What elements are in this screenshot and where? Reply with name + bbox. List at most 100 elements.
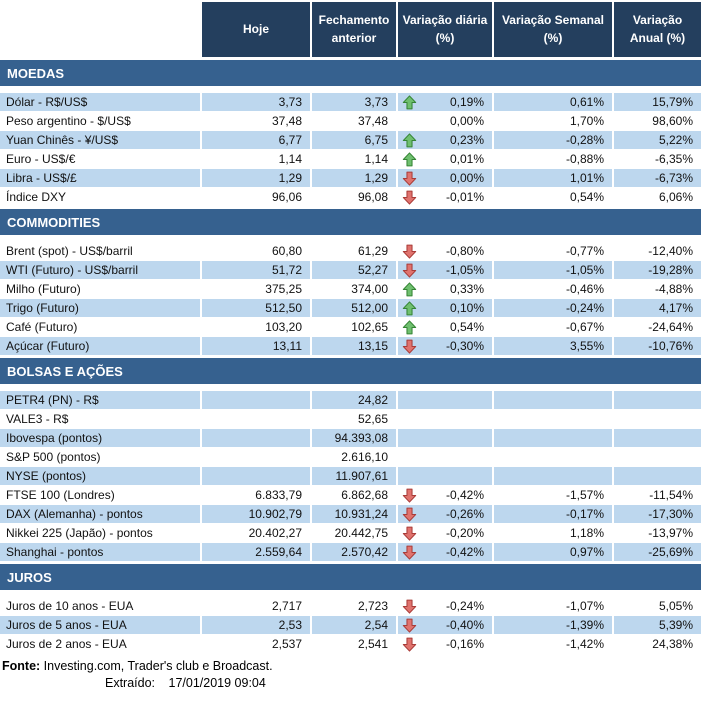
cell-variacao-diaria: -0,16% <box>398 635 492 653</box>
source-text: Investing.com, Trader's club e Broadcast… <box>43 659 273 673</box>
cell-hoje: 512,50 <box>202 299 310 317</box>
cell-fechamento-anterior: 52,65 <box>312 410 396 428</box>
cell-hoje <box>202 467 310 485</box>
source-line: Fonte: Investing.com, Trader's club e Br… <box>0 659 701 673</box>
daily-variation-value: -0,30% <box>445 339 484 353</box>
table-row-ibovespa-pontos: Ibovespa (pontos) 94.393,08 <box>0 429 701 447</box>
cell-variacao-anual: -10,76% <box>614 337 701 355</box>
cell-variacao-anual: 98,60% <box>614 112 701 130</box>
cell-hoje <box>202 391 310 409</box>
cell-asset-label: VALE3 - R$ <box>0 410 200 428</box>
extracted-line: Extraído: 17/01/2019 09:04 <box>0 676 701 690</box>
source-label: Fonte: <box>2 659 41 673</box>
cell-asset-label: S&P 500 (pontos) <box>0 448 200 466</box>
column-header-line: anterior <box>331 30 377 45</box>
column-header-line: Fechamento <box>318 13 390 28</box>
cell-variacao-semanal: -1,05% <box>494 261 612 279</box>
cell-hoje: 3,73 <box>202 93 310 111</box>
daily-variation-value: 0,23% <box>449 133 484 147</box>
cell-variacao-semanal: -0,67% <box>494 318 612 336</box>
cell-fechamento-anterior: 1,14 <box>312 150 396 168</box>
table-row-trigo-futuro: Trigo (Futuro) 512,50 512,00 0,10% -0,24% 4,1… <box>0 299 701 317</box>
cell-variacao-diaria: 0,23% <box>398 131 492 149</box>
cell-hoje: 20.402,27 <box>202 524 310 542</box>
cell-asset-label: Juros de 2 anos - EUA <box>0 635 200 653</box>
down-arrow-icon <box>401 544 417 560</box>
cell-hoje: 103,20 <box>202 318 310 336</box>
cell-variacao-semanal <box>494 410 612 428</box>
column-header-line: (%) <box>543 30 563 45</box>
header-corner-spacer <box>0 2 200 57</box>
cell-fechamento-anterior: 24,82 <box>312 391 396 409</box>
daily-variation-value: -0,26% <box>445 507 484 521</box>
cell-variacao-semanal: 3,55% <box>494 337 612 355</box>
down-arrow-icon <box>401 243 417 259</box>
table-row-juros-de-10-anos-eua: Juros de 10 anos - EUA 2,717 2,723 -0,24% -1… <box>0 597 701 615</box>
table-row-wti-futuro-us-barril: WTI (Futuro) - US$/barril 51,72 52,27 -1,05… <box>0 261 701 279</box>
up-arrow-icon <box>401 300 417 316</box>
cell-variacao-anual: 4,17% <box>614 299 701 317</box>
cell-asset-label: Juros de 5 anos - EUA <box>0 616 200 634</box>
cell-fechamento-anterior: 2,541 <box>312 635 396 653</box>
cell-hoje: 6,77 <box>202 131 310 149</box>
cell-variacao-diaria <box>398 410 492 428</box>
cell-variacao-diaria <box>398 391 492 409</box>
cell-fechamento-anterior: 6,75 <box>312 131 396 149</box>
section-header-juros: JUROS <box>0 564 701 590</box>
up-arrow-icon <box>401 319 417 335</box>
cell-variacao-diaria: -0,40% <box>398 616 492 634</box>
cell-variacao-semanal <box>494 448 612 466</box>
daily-variation-value: -0,16% <box>445 637 484 651</box>
cell-asset-label: Nikkei 225 (Japão) - pontos <box>0 524 200 542</box>
no-arrow-spacer <box>401 430 417 446</box>
column-header-variacao-semanal: Variação Semanal (%) <box>494 2 612 57</box>
cell-asset-label: Shanghai - pontos <box>0 543 200 561</box>
cell-fechamento-anterior: 1,29 <box>312 169 396 187</box>
cell-hoje: 10.902,79 <box>202 505 310 523</box>
cell-variacao-anual: -12,40% <box>614 242 701 260</box>
table-row-cafe-futuro: Café (Futuro) 103,20 102,65 0,54% -0,67% -24,… <box>0 318 701 336</box>
cell-variacao-diaria <box>398 448 492 466</box>
cell-variacao-semanal: 0,54% <box>494 188 612 206</box>
cell-fechamento-anterior: 2,54 <box>312 616 396 634</box>
cell-variacao-semanal: 1,01% <box>494 169 612 187</box>
down-arrow-icon <box>401 636 417 652</box>
cell-variacao-anual <box>614 410 701 428</box>
cell-fechamento-anterior: 2.616,10 <box>312 448 396 466</box>
cell-variacao-diaria: 0,54% <box>398 318 492 336</box>
cell-variacao-diaria: -0,20% <box>398 524 492 542</box>
cell-fechamento-anterior: 512,00 <box>312 299 396 317</box>
cell-variacao-diaria: -0,30% <box>398 337 492 355</box>
cell-variacao-diaria: -0,26% <box>398 505 492 523</box>
cell-variacao-anual: -24,64% <box>614 318 701 336</box>
table-row-indice-dxy: Índice DXY 96,06 96,08 -0,01% 0,54% 6,06% <box>0 188 701 206</box>
no-arrow-spacer <box>401 468 417 484</box>
down-arrow-icon <box>401 170 417 186</box>
cell-variacao-semanal: -0,88% <box>494 150 612 168</box>
cell-asset-label: NYSE (pontos) <box>0 467 200 485</box>
cell-variacao-anual <box>614 391 701 409</box>
cell-hoje: 1,14 <box>202 150 310 168</box>
cell-variacao-diaria: 0,10% <box>398 299 492 317</box>
daily-variation-value: -1,05% <box>445 263 484 277</box>
down-arrow-icon <box>401 189 417 205</box>
column-header-line: Hoje <box>242 21 269 36</box>
cell-asset-label: DAX (Alemanha) - pontos <box>0 505 200 523</box>
cell-variacao-semanal: -0,17% <box>494 505 612 523</box>
no-arrow-spacer <box>401 392 417 408</box>
extracted-timestamp: 17/01/2019 09:04 <box>168 676 266 690</box>
down-arrow-icon <box>401 525 417 541</box>
cell-asset-label: Açúcar (Futuro) <box>0 337 200 355</box>
cell-variacao-semanal: 0,61% <box>494 93 612 111</box>
daily-variation-value: 0,00% <box>449 171 484 185</box>
cell-fechamento-anterior: 2,723 <box>312 597 396 615</box>
cell-asset-label: Yuan Chinês - ¥/US$ <box>0 131 200 149</box>
table-row-acucar-futuro: Açúcar (Futuro) 13,11 13,15 -0,30% 3,55% -10,… <box>0 337 701 355</box>
section-header-commodities: COMMODITIES <box>0 209 701 235</box>
column-header-row: Hoje Fechamento anterior Variação diária (%)… <box>0 2 701 57</box>
cell-hoje <box>202 429 310 447</box>
cell-fechamento-anterior: 374,00 <box>312 280 396 298</box>
cell-variacao-diaria: -0,42% <box>398 486 492 504</box>
cell-variacao-anual: -11,54% <box>614 486 701 504</box>
daily-variation-value: -0,80% <box>445 244 484 258</box>
